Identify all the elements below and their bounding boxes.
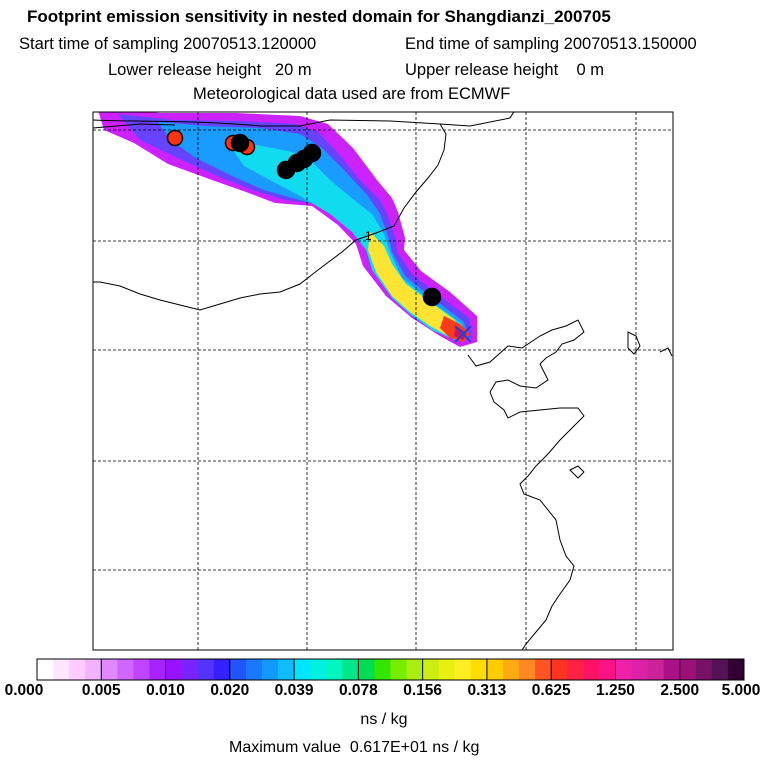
coastline-segment	[627, 331, 641, 355]
colorbar-cell	[647, 659, 665, 680]
colorbar-cell	[535, 659, 552, 680]
colorbar-cell	[519, 659, 536, 680]
x-icon	[454, 325, 472, 343]
colorbar-cell	[663, 659, 681, 680]
colorbar-cell	[615, 659, 633, 680]
colorbar-unit: ns / kg	[360, 711, 408, 728]
colorbar-cell	[85, 659, 102, 680]
colorbar-cell	[117, 659, 134, 680]
met-data-label: Meteorological data used are from ECMWF	[193, 85, 511, 103]
colorbar-cell	[631, 659, 649, 680]
particle-cluster-marker	[422, 287, 442, 307]
colorbar-cell	[245, 659, 263, 680]
start-time-label: Start time of sampling 20070513.120000	[19, 35, 317, 53]
colorbar-frame	[36, 658, 745, 681]
colorbar-cell	[342, 659, 359, 680]
colorbar-cell	[294, 659, 311, 680]
colorbar-cell	[358, 659, 375, 680]
colorbar-cell	[326, 659, 343, 680]
particle-cluster-marker	[230, 133, 250, 153]
colorbar-cell	[679, 659, 697, 680]
coastline-segment	[467, 319, 585, 650]
colorbar-cell	[197, 659, 215, 680]
colorbar-cell	[502, 659, 520, 680]
colorbar-cell	[486, 659, 504, 680]
particle-cluster-marker	[302, 143, 322, 163]
colorbar-cell	[567, 659, 584, 680]
coastline-segment	[659, 347, 673, 357]
contour-label: 1	[365, 229, 372, 243]
colorbar-tick-label: 0.039	[274, 682, 314, 699]
colorbar-cell	[583, 659, 600, 680]
colorbar-cell	[310, 659, 327, 680]
colorbar-tick-label: 0.625	[531, 682, 571, 699]
lower-release-height-label: Lower release height 20 m	[108, 61, 312, 79]
map-frame	[92, 111, 674, 651]
colorbar-tick-label: 0.078	[338, 682, 378, 699]
max-value-label: Maximum value 0.617E+01 ns / kg	[229, 739, 480, 756]
colorbar-cell	[213, 659, 231, 680]
receptor-marker	[454, 325, 472, 343]
emission-sensitivity-plume	[98, 112, 477, 347]
colorbar-cell	[422, 659, 440, 680]
colorbar-cell	[374, 659, 391, 680]
lat-lon-grid	[93, 112, 673, 650]
map-layer: 1	[93, 112, 673, 650]
particle-markers	[166, 129, 442, 307]
upper-release-height-label: Upper release height 0 m	[405, 61, 605, 79]
colorbar-cell	[438, 659, 456, 680]
colorbar-tick-label: 0.020	[210, 682, 250, 699]
colorbar-cell	[101, 659, 118, 680]
colorbar-cell	[181, 659, 199, 680]
coastlines	[93, 112, 673, 650]
colorbar-cell	[229, 659, 247, 680]
colorbar-cell	[551, 659, 568, 680]
colorbar-cell	[711, 659, 729, 680]
colorbar-cell	[37, 659, 54, 680]
colorbar-cell	[470, 659, 488, 680]
plume-contour-low	[98, 112, 477, 347]
colorbar-tick-label: 0.005	[81, 682, 121, 699]
colorbar-tick-label: 0.313	[467, 682, 507, 699]
colorbar-tick-label: 5.000	[721, 682, 761, 699]
colorbar-cell	[53, 659, 70, 680]
colorbar-cell	[165, 659, 183, 680]
colorbar-tick-label: 0.156	[403, 682, 443, 699]
map-title: Footprint emission sensitivity in nested…	[27, 7, 611, 26]
colorbar-cell	[69, 659, 86, 680]
coastline-segment	[569, 465, 585, 479]
colorbar-tick-label: 0.000	[4, 682, 44, 699]
colorbar-tick-label: 1.250	[596, 682, 635, 699]
coastline-segment	[93, 112, 515, 127]
colorbar-tick-label: 0.010	[146, 682, 185, 699]
colorbar-cell	[133, 659, 150, 680]
colorbar-cell	[390, 659, 408, 680]
particle-cluster-marker	[166, 129, 184, 147]
colorbar-cell	[261, 659, 279, 680]
coastline-segment	[93, 123, 176, 129]
colorbar-cell	[727, 659, 745, 680]
colorbar-cell	[695, 659, 713, 680]
colorbar-cell	[149, 659, 167, 680]
colorbar-cell	[599, 659, 616, 680]
colorbar-tick-label: 2.500	[660, 682, 700, 699]
coastline-segment	[93, 123, 447, 311]
colorbar-cell	[278, 659, 295, 680]
colorbar-cell	[454, 659, 472, 680]
colorbar-cell	[406, 659, 424, 680]
plume-contour-yellow	[368, 232, 462, 338]
end-time-label: End time of sampling 20070513.150000	[405, 35, 697, 53]
colorbar-cells	[37, 659, 745, 680]
